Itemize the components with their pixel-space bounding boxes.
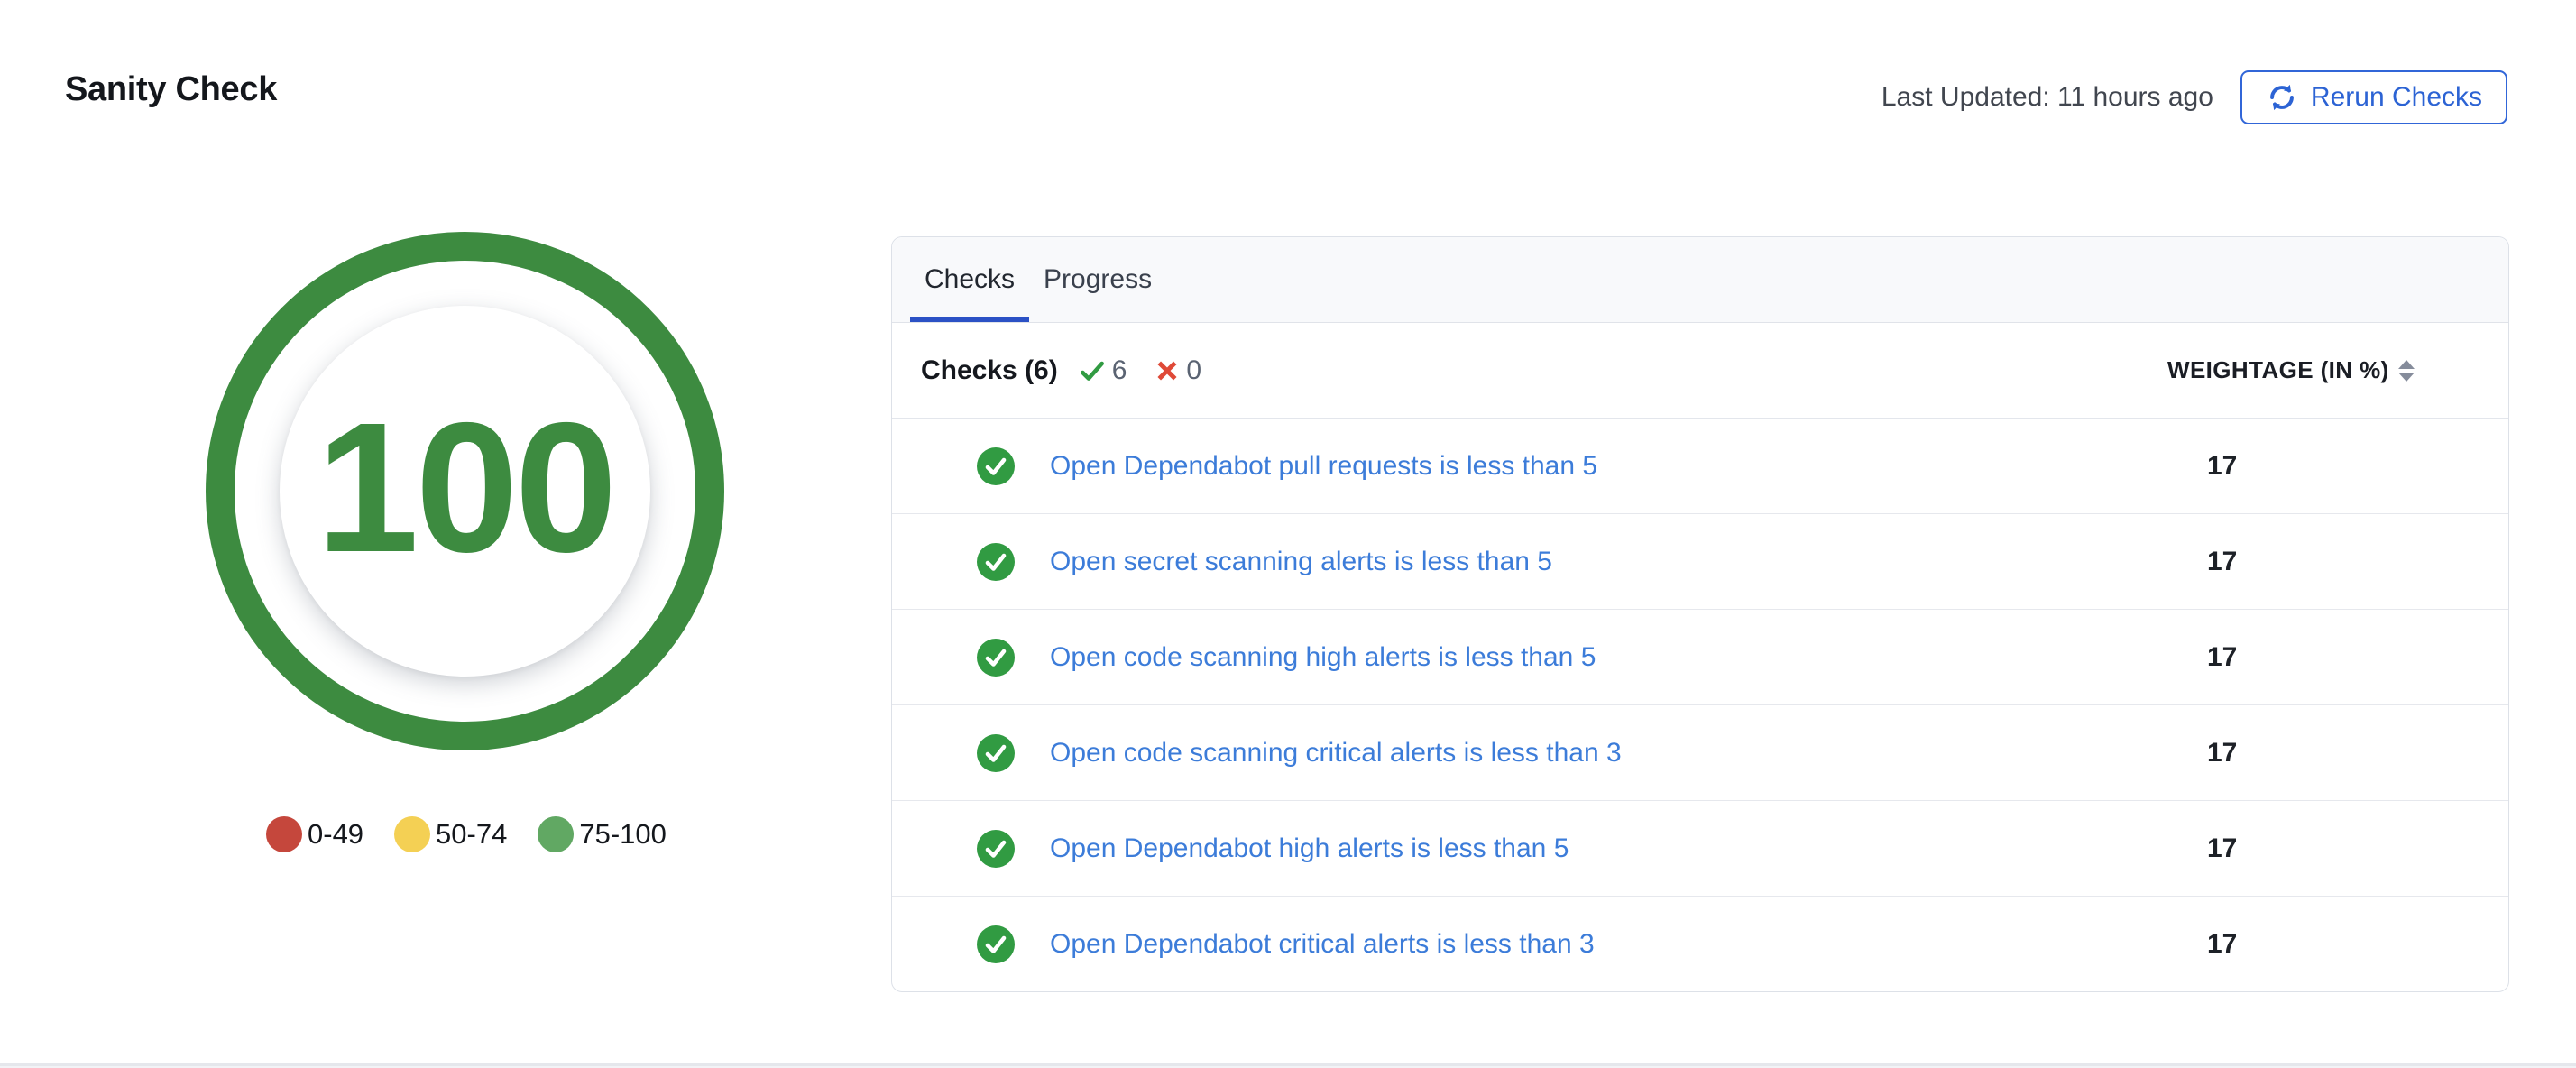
legend-dot-green — [538, 816, 575, 852]
panel-tabbar: Checks Progress — [892, 237, 2508, 323]
legend-label: 0-49 — [308, 818, 364, 850]
weightage-value: 17 — [2207, 546, 2238, 576]
failed-count: 0 — [1186, 354, 1202, 385]
check-link[interactable]: Open Dependabot critical alerts is less … — [1050, 929, 1595, 959]
legend-item-low: 0-49 — [266, 816, 363, 852]
check-link[interactable]: Open code scanning high alerts is less t… — [1050, 641, 1596, 672]
tab-progress[interactable]: Progress — [1029, 237, 1166, 322]
check-passed-icon — [976, 447, 1016, 486]
weightage-column-header[interactable]: WEIGHTAGE (IN %) — [2167, 323, 2415, 418]
topbar-right: Last Updated: 11 hours ago Rerun Checks — [1881, 70, 2507, 124]
check-passed-icon — [976, 829, 1016, 869]
check-link[interactable]: Open code scanning critical alerts is le… — [1050, 737, 1622, 768]
legend-dot-red — [266, 816, 302, 852]
check-passed-icon — [976, 925, 1016, 964]
checks-panel: Checks Progress Checks (6) 6 0 WEIGHTAGE — [891, 236, 2509, 992]
check-passed-icon — [976, 542, 1016, 582]
table-title: Checks (6) — [921, 354, 1058, 385]
legend-item-high: 75-100 — [538, 816, 667, 852]
sort-asc-arrow — [2397, 359, 2415, 369]
legend-label: 75-100 — [579, 818, 667, 850]
refresh-icon — [2266, 81, 2298, 114]
score-legend: 0-49 50-74 75-100 — [266, 816, 667, 852]
check-link[interactable]: Open Dependabot high alerts is less than… — [1050, 833, 1569, 863]
check-passed-icon — [976, 733, 1016, 773]
table-row: Open code scanning critical alerts is le… — [892, 705, 2508, 801]
table-row: Open Dependabot critical alerts is less … — [892, 897, 2508, 992]
weightage-value: 17 — [2207, 929, 2238, 959]
check-link[interactable]: Open Dependabot pull requests is less th… — [1050, 450, 1598, 481]
weightage-value: 17 — [2207, 450, 2238, 481]
score-gauge-inner: 100 — [280, 306, 650, 677]
table-row: Open code scanning high alerts is less t… — [892, 610, 2508, 705]
check-fail-icon — [1154, 357, 1181, 384]
last-updated-text: Last Updated: 11 hours ago — [1881, 82, 2213, 112]
weightage-value: 17 — [2207, 737, 2238, 768]
table-row: Open secret scanning alerts is less than… — [892, 514, 2508, 610]
pass-fail-summary: 6 0 — [1078, 355, 1201, 386]
table-header-row: Checks (6) 6 0 WEIGHTAGE (IN %) — [892, 323, 2508, 419]
passed-count: 6 — [1111, 354, 1127, 385]
check-pass-icon — [1078, 356, 1107, 385]
rerun-checks-button[interactable]: Rerun Checks — [2240, 70, 2507, 124]
legend-label: 50-74 — [436, 818, 508, 850]
check-link[interactable]: Open secret scanning alerts is less than… — [1050, 546, 1552, 576]
page-bottom-divider — [0, 1063, 2576, 1068]
tab-progress-label: Progress — [1044, 264, 1153, 294]
sort-icon[interactable] — [2397, 359, 2415, 382]
tab-checks[interactable]: Checks — [910, 237, 1030, 322]
table-row: Open Dependabot high alerts is less than… — [892, 801, 2508, 897]
table-row: Open Dependabot pull requests is less th… — [892, 419, 2508, 514]
tab-checks-label: Checks — [925, 264, 1016, 294]
sort-desc-arrow — [2397, 372, 2415, 382]
score-value: 100 — [316, 384, 617, 591]
check-passed-icon — [976, 638, 1016, 677]
rerun-checks-label: Rerun Checks — [2310, 82, 2482, 112]
weightage-value: 17 — [2207, 833, 2238, 863]
weightage-value: 17 — [2207, 641, 2238, 672]
legend-item-mid: 50-74 — [394, 816, 507, 852]
score-gauge: 100 — [206, 232, 724, 750]
weightage-header-label: WEIGHTAGE (IN %) — [2167, 356, 2389, 383]
legend-dot-yellow — [394, 816, 431, 852]
page-title: Sanity Check — [65, 70, 278, 108]
